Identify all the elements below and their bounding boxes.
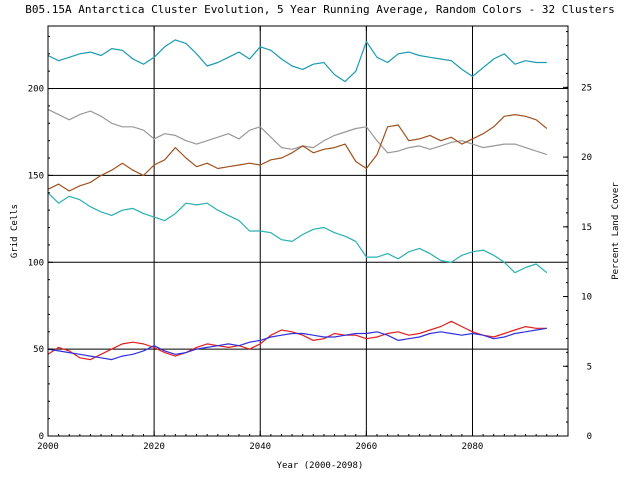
y-tick-label: 100 xyxy=(28,258,44,268)
series-line-red xyxy=(47,320,547,361)
y-tick-label: 0 xyxy=(39,432,44,442)
y2-tick-label: 25 xyxy=(581,83,592,93)
y2-tick-label: 15 xyxy=(581,223,592,233)
x-axis-label: Year (2000-2098) xyxy=(277,461,364,471)
series-line-teal xyxy=(47,39,547,83)
x-tick-label: 2080 xyxy=(462,442,484,452)
y-tick-label: 50 xyxy=(33,345,44,355)
chart-title: B05.15A Antarctica Cluster Evolution, 5 … xyxy=(25,3,614,16)
x-tick-label: 2020 xyxy=(143,442,165,452)
y2-tick-label: 10 xyxy=(581,293,592,303)
series-line-cyan xyxy=(47,192,548,274)
grid-lines xyxy=(48,26,568,436)
y-tick-label: 150 xyxy=(28,171,44,181)
y2-tick-label: 0 xyxy=(587,432,592,442)
x-tick-label: 2060 xyxy=(356,442,378,452)
axis-ticks: 2000 2020 2040 2060 208005010015020005101520… xyxy=(28,26,592,452)
y2-tick-label: 5 xyxy=(587,362,592,372)
y-axis-label: Grid Cells xyxy=(10,204,20,258)
series-line-brown xyxy=(47,113,548,192)
x-tick-label: 2040 xyxy=(249,442,271,452)
y-tick-label: 200 xyxy=(28,85,44,95)
series-line-gray xyxy=(47,108,547,156)
y2-tick-label: 20 xyxy=(581,153,592,163)
series-line-blue xyxy=(47,327,547,361)
series-layer xyxy=(47,39,548,361)
y2-axis-label: Percent Land Cover xyxy=(611,182,621,280)
plot-frame xyxy=(47,25,569,437)
x-tick-label: 2000 xyxy=(37,442,59,452)
